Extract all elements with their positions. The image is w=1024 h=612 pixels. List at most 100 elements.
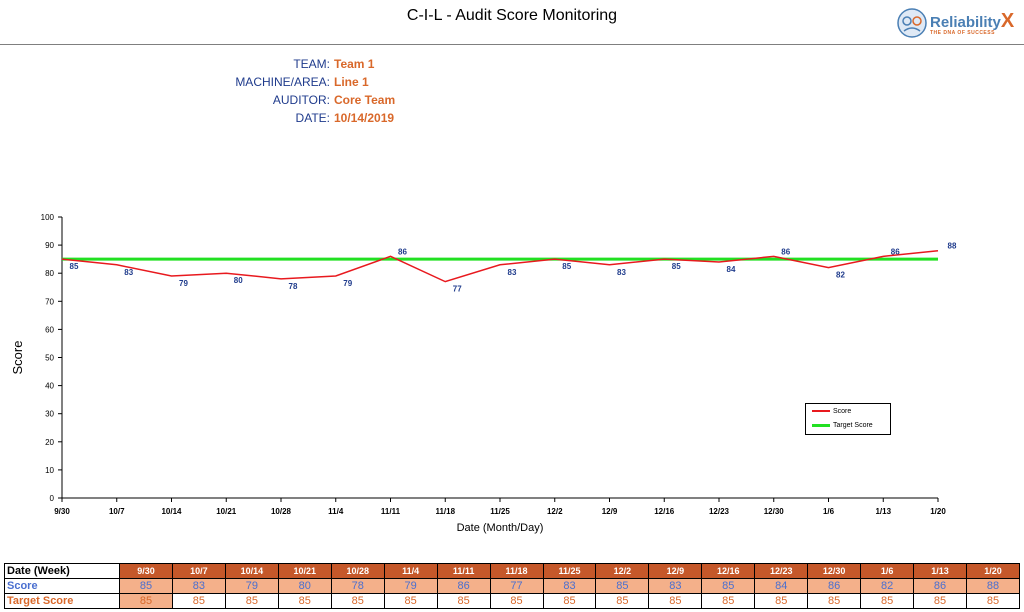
table-cell-date: 12/23 [754,563,809,579]
table-cell-target: 85 [489,593,544,609]
y-tick-label: 0 [50,494,55,503]
y-tick-label: 30 [45,410,54,419]
table-cell-date: 1/20 [966,563,1020,579]
x-tick-label: 11/18 [435,507,455,516]
legend-label-target: Target Score [833,421,873,429]
table-cell-date: 12/16 [701,563,756,579]
table-cell-score: 82 [860,578,915,594]
x-tick-label: 12/2 [547,507,563,516]
table-cell-score: 84 [754,578,809,594]
table-cell-target: 85 [595,593,650,609]
table-cell-target: 85 [754,593,809,609]
table-cell-score: 83 [648,578,703,594]
legend-item-score: Score [806,404,890,418]
table-cell-target: 85 [701,593,756,609]
auditor-label: AUDITOR: [272,93,330,107]
table-cell-target: 85 [171,593,226,609]
y-tick-label: 100 [41,213,55,222]
logo-word: Reliability [930,13,1001,31]
logo-faces-icon [897,8,927,38]
table-cell-target: 85 [277,593,332,609]
score-line-chart: 0 10 20 30 40 50 60 70 80 90 100 9/30 10/7 10/14 10/21… [10,213,957,534]
table-cell-score: 78 [330,578,385,594]
table-cell-score: 86 [807,578,862,594]
date-label: DATE: [295,111,330,125]
table-cell-target: 85 [860,593,915,609]
info-row-team: TEAM: Team 1 [200,57,395,75]
date-value: 10/14/2019 [334,111,395,125]
machine-label: MACHINE/AREA: [235,75,330,89]
table-cell-target: 85 [913,593,967,609]
table-cell-date: 1/6 [860,563,915,579]
x-tick-label: 12/30 [764,507,785,516]
table-cell-score: 79 [383,578,438,594]
chart-legend: Score Target Score [805,403,891,435]
y-tick-label: 20 [45,438,54,447]
legend-swatch-score [812,410,830,412]
x-tick-label: 12/16 [654,507,675,516]
table-cell-date: 1/13 [913,563,967,579]
y-tick-label: 50 [45,354,54,363]
score-data-label: 83 [124,268,133,277]
table-cell-score: 80 [277,578,332,594]
table-cell-date: 10/21 [277,563,332,579]
table-cell-target: 85 [224,593,279,609]
team-label: TEAM: [293,57,330,71]
score-data-label: 85 [672,262,681,271]
data-table: Date (Week) 9/30 10/7 10/14 10/21 10/28 11/4 1… [4,563,1020,609]
score-data-label: 79 [343,279,352,288]
x-tick-label: 12/9 [602,507,618,516]
score-data-label: 88 [948,242,957,251]
score-data-label: 84 [727,265,736,274]
table-cell-date: 11/25 [542,563,597,579]
y-tick-label: 80 [45,269,54,278]
x-tick-label: 1/6 [823,507,835,516]
table-cell-target: 85 [807,593,862,609]
row-header-score: Score [4,578,120,594]
table-cell-date: 9/30 [119,563,173,579]
page-title: C-I-L - Audit Score Monitoring [406,7,618,24]
y-tick-label: 70 [45,297,54,306]
table-cell-target: 85 [966,593,1020,609]
score-data-label: 86 [891,247,900,256]
score-data-label: 86 [781,247,790,256]
table-cell-date: 11/11 [436,563,491,579]
x-axis-title: Date (Month/Day) [457,522,544,534]
score-data-label: 83 [508,268,517,277]
table-cell-date: 10/14 [224,563,279,579]
table-cell-score: 85 [595,578,650,594]
table-cell-score: 83 [542,578,597,594]
table-cell-date: 10/7 [171,563,226,579]
x-tick-label: 10/28 [271,507,292,516]
y-axis-title: Score [10,341,25,375]
table-cell-date: 12/2 [595,563,650,579]
header-divider [0,44,1024,45]
x-tick-label: 10/14 [161,507,182,516]
table-cell-score: 79 [224,578,279,594]
y-tick-label: 10 [45,466,54,475]
team-value: Team 1 [334,57,375,71]
table-cell-date: 11/4 [383,563,438,579]
table-cell-date: 10/28 [330,563,385,579]
y-tick-label: 40 [45,382,54,391]
x-tick-label: 10/21 [216,507,237,516]
table-cell-date: 11/18 [489,563,544,579]
table-cell-target: 85 [330,593,385,609]
x-tick-label: 9/30 [54,507,70,516]
x-tick-label: 12/23 [709,507,730,516]
info-block: TEAM: Team 1 MACHINE/AREA: Line 1 AUDITO… [200,57,395,129]
info-row-date: DATE: 10/14/2019 [200,111,395,129]
reliabilityx-logo: ReliabilityX THE DNA OF SUCCESS [896,4,1016,42]
table-cell-score: 83 [171,578,226,594]
score-line [61,249,939,283]
table-row-score: Score 85 83 79 80 78 79 86 77 83 85 83 85 84 86 82 86 88 [4,578,1020,594]
x-tick-label: 11/4 [328,507,344,516]
legend-swatch-target [812,423,830,427]
score-data-label: 85 [70,262,79,271]
table-cell-score: 77 [489,578,544,594]
table-cell-score: 85 [119,578,173,594]
score-data-label: 85 [562,262,571,271]
x-tick-label: 11/11 [381,507,401,516]
table-cell-score: 86 [436,578,491,594]
y-tick-label: 60 [45,325,54,334]
